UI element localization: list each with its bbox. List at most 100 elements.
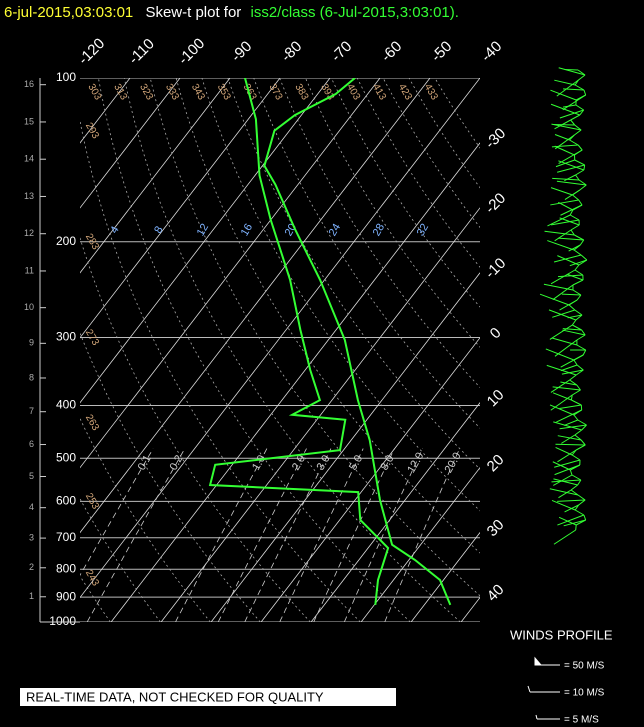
wind-staff: [583, 89, 587, 96]
wind-legend-label: = 10 M/S: [564, 688, 605, 699]
wind-staff: [580, 439, 586, 446]
wind-barb: [558, 237, 584, 241]
dewpoint-profile: [208, 78, 390, 606]
wind-barb: [552, 284, 574, 301]
wind-staff: [575, 369, 584, 376]
wind-staff: [578, 259, 588, 266]
wind-barb: [557, 164, 585, 173]
wind-staff: [574, 269, 584, 276]
wind-barb: [564, 174, 576, 182]
height-label: 6: [29, 439, 34, 449]
wind-barb: [558, 516, 577, 526]
legend-flag: [534, 656, 543, 666]
wind-barb: [554, 229, 572, 242]
wind-barb: [544, 230, 575, 236]
wind-barb: [553, 421, 582, 431]
wind-staff: [570, 119, 576, 126]
wind-barb: [543, 283, 574, 291]
wind-barb: [553, 529, 576, 545]
wind-staff: [571, 319, 577, 326]
wind-staff: [575, 174, 580, 181]
wind-barb: [558, 489, 572, 499]
mixing-ratio: [279, 448, 364, 622]
wind-staff: [583, 164, 586, 171]
wind-barb: [558, 160, 585, 171]
wind-barb: [557, 499, 586, 502]
wind-barb: [539, 293, 570, 306]
wind-barb: [551, 479, 581, 483]
legend-barb: [535, 714, 538, 720]
wind-staff: [571, 474, 582, 481]
pressure-label: 1000: [49, 614, 76, 628]
wind-barb: [567, 273, 584, 281]
wind-staff: [573, 359, 578, 366]
wind-barb: [558, 67, 586, 76]
wind-staff: [572, 204, 583, 211]
wind-staff: [571, 449, 577, 456]
upper-label: 8: [152, 224, 165, 235]
wind-barb: [545, 348, 575, 361]
wind-staff: [576, 364, 584, 371]
pressure-label: 200: [56, 234, 76, 248]
wind-barb: [557, 255, 580, 266]
wind-profile: [539, 67, 588, 545]
wind-barb: [553, 478, 578, 486]
header-source: iss2/class (6-Jul-2015,3:03:01).: [250, 4, 458, 21]
height-label: 5: [29, 471, 34, 481]
wind-staff: [574, 504, 580, 511]
wind-barb: [560, 381, 577, 386]
wind-staff: [569, 139, 579, 146]
mixing-ratio: [175, 448, 268, 622]
wind-staff: [568, 304, 576, 311]
wind-staff: [579, 109, 585, 116]
wind-staff: [574, 429, 583, 436]
wind-staff: [569, 469, 573, 476]
isotherm: [310, 402, 480, 622]
wind-barb: [552, 177, 580, 181]
isotherm: [80, 78, 231, 274]
wind-barb: [553, 474, 573, 486]
wind-staff: [576, 334, 586, 341]
wind-barb: [557, 435, 582, 441]
pressure-label: 500: [56, 450, 76, 464]
wind-staff: [578, 74, 586, 81]
wind-staff: [577, 419, 587, 426]
wind-barb: [550, 379, 570, 393]
isotherm: [210, 272, 480, 622]
height-label: 4: [29, 502, 34, 512]
height-label: 2: [29, 562, 34, 572]
plot-grid: [80, 78, 480, 622]
wind-barb: [555, 447, 573, 456]
wind-barb: [550, 199, 579, 206]
isotherm: [260, 337, 480, 622]
upper-label: 24: [327, 222, 344, 239]
wind-barb: [562, 328, 582, 331]
wind-staff: [581, 424, 587, 431]
profiles: [208, 78, 452, 606]
upper-label: 20: [283, 222, 300, 239]
isotherm: [80, 78, 281, 339]
wind-staff: [569, 374, 577, 381]
wind-barb: [549, 488, 579, 496]
height-label: 13: [24, 191, 34, 201]
wind-staff: [581, 329, 586, 336]
wind-staff: [574, 84, 585, 91]
wind-staff: [572, 189, 581, 196]
wind-staff: [572, 324, 582, 331]
wind-barb: [551, 123, 582, 131]
wind-barb: [549, 324, 573, 340]
height-label: 16: [24, 79, 34, 89]
wind-staff: [570, 484, 578, 491]
mixing-ratio: [86, 448, 186, 622]
upper-label: 32: [415, 222, 432, 239]
wind-staff: [574, 234, 584, 241]
wind-staff: [579, 184, 587, 191]
wind-barb: [547, 214, 571, 227]
wind-barb: [554, 134, 570, 141]
wind-barb: [561, 293, 581, 296]
height-label: 3: [29, 532, 34, 542]
wind-barb: [555, 443, 586, 446]
wind-barb: [552, 392, 572, 401]
wind-staff: [570, 114, 581, 121]
wind-staff: [575, 314, 583, 321]
